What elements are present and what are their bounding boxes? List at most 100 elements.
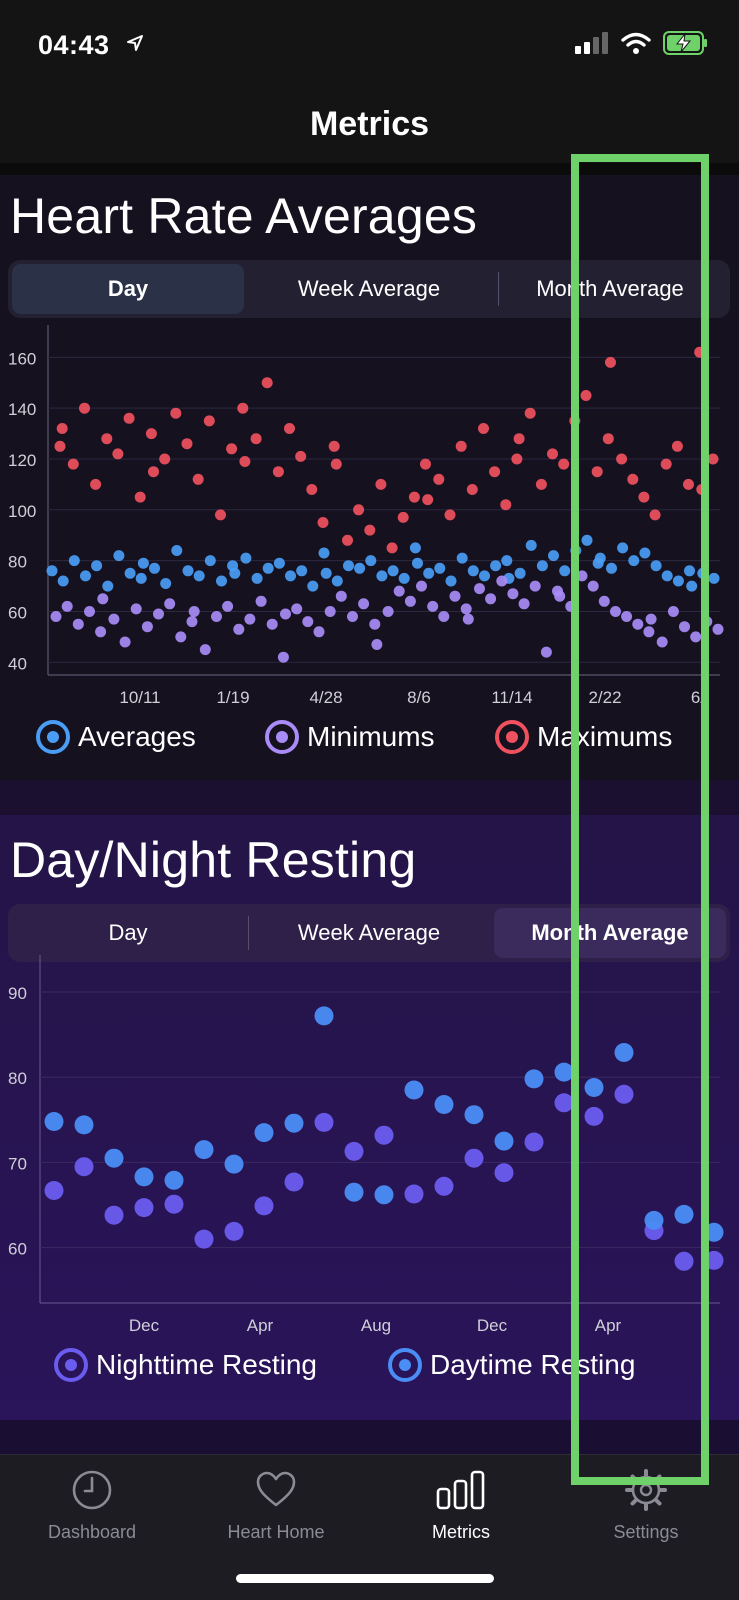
data-point (584, 1078, 604, 1097)
data-point (50, 611, 62, 622)
data-point (404, 595, 416, 607)
data-point (661, 570, 673, 582)
x-tick-label: Dec (477, 1316, 508, 1335)
data-point (569, 415, 581, 427)
data-point (511, 453, 523, 465)
data-point (445, 575, 457, 587)
data-point (153, 608, 164, 620)
y-tick-label: 40 (8, 654, 27, 673)
data-point (91, 560, 103, 572)
segment-day[interactable]: Day (108, 920, 148, 945)
data-point (164, 1170, 184, 1190)
data-point (124, 567, 136, 579)
tab-heart-home[interactable]: Heart Home (196, 1469, 356, 1543)
data-point (203, 415, 215, 427)
data-point (188, 606, 200, 617)
data-point (422, 494, 434, 506)
y-tick-label: 100 (8, 502, 36, 521)
data-point (318, 547, 330, 559)
x-tick-label: 6/ (691, 688, 705, 705)
y-tick-label: 160 (8, 349, 36, 368)
tab-settings[interactable]: Settings (566, 1469, 726, 1543)
data-point (565, 600, 577, 612)
data-point (639, 547, 651, 559)
legend-averages[interactable]: Averages (36, 720, 196, 754)
data-point (170, 407, 182, 419)
data-point (137, 557, 149, 569)
legend-minimums-label: Minimums (307, 721, 435, 752)
tab-metrics[interactable]: Metrics (381, 1469, 541, 1543)
heart-rate-averages-title: Heart Rate Averages (10, 188, 478, 244)
data-point (119, 636, 131, 648)
x-tick-label: 10/11 (119, 688, 160, 705)
data-point (438, 611, 450, 622)
data-point (314, 1112, 334, 1132)
wifi-icon (621, 32, 651, 54)
data-point (409, 542, 421, 554)
data-point (95, 626, 107, 638)
data-point (686, 580, 698, 592)
data-point (365, 555, 377, 567)
data-point (529, 580, 541, 592)
heart-rate-period-control: Day Week Average Month Average (8, 260, 730, 318)
y-tick-label: 80 (8, 1069, 27, 1088)
data-point (398, 572, 410, 584)
section-divider (0, 164, 739, 175)
data-point (456, 552, 468, 564)
data-point (645, 613, 657, 625)
data-point (449, 590, 461, 602)
legend-nighttime-resting-label: Nighttime Resting (96, 1349, 317, 1380)
legend-maximums[interactable]: Maximums (495, 720, 672, 754)
data-point (134, 491, 146, 503)
data-point (164, 1194, 184, 1214)
data-point (192, 473, 204, 485)
legend-daytime-resting[interactable]: Daytime Resting (388, 1348, 635, 1382)
data-point (284, 1172, 304, 1192)
data-point (535, 478, 547, 490)
data-point (199, 644, 211, 656)
data-point (374, 1125, 394, 1145)
data-point (602, 433, 614, 445)
data-point (386, 542, 398, 554)
tab-dashboard[interactable]: Dashboard (12, 1469, 172, 1543)
clock-icon (72, 1470, 112, 1510)
data-point (130, 603, 142, 615)
segment-week-average[interactable]: Week Average (297, 920, 441, 945)
segment-month-average[interactable]: Month Average (536, 276, 684, 301)
data-point (455, 440, 467, 452)
legend-minimums[interactable]: Minimums (265, 720, 435, 754)
x-tick-label: 11/14 (491, 688, 532, 705)
data-point (616, 453, 628, 465)
data-point (591, 466, 603, 478)
data-point (317, 517, 329, 528)
data-point (261, 377, 273, 389)
segment-month-average[interactable]: Month Average (494, 908, 726, 958)
data-point (704, 1250, 724, 1270)
data-point (397, 511, 409, 523)
legend-nighttime-resting[interactable]: Nighttime Resting (54, 1348, 317, 1382)
data-point (547, 448, 558, 460)
data-point (697, 567, 709, 579)
data-point (186, 616, 198, 628)
segment-day[interactable]: Day (12, 264, 244, 314)
data-point (67, 458, 79, 470)
data-point (408, 491, 420, 503)
data-point (708, 572, 720, 584)
data-point (559, 565, 571, 577)
data-point (159, 453, 171, 465)
data-point (638, 491, 650, 503)
data-point (104, 1148, 124, 1168)
data-point (284, 1113, 304, 1133)
data-point (175, 631, 187, 643)
data-point (250, 433, 262, 445)
x-tick-label: Aug (361, 1316, 391, 1335)
segment-week-average[interactable]: Week Average (297, 276, 441, 301)
data-point (649, 509, 661, 521)
data-point (679, 621, 690, 633)
page-title: Metrics (309, 105, 430, 143)
data-point (284, 423, 295, 434)
data-point (650, 560, 662, 572)
data-point (667, 606, 679, 617)
data-point (342, 534, 353, 546)
data-point (427, 600, 439, 612)
